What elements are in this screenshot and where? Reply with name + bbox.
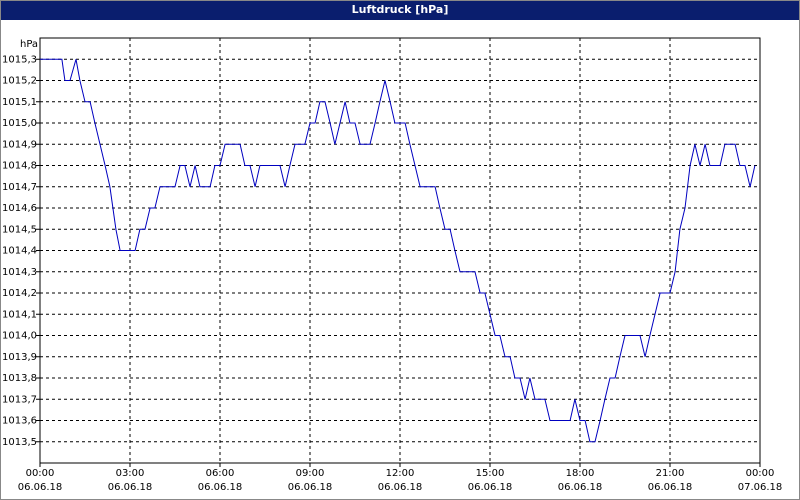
x-tick-label: 18:00 06.06.18 [557,468,603,493]
x-tick-label: 06:00 06.06.18 [197,468,243,493]
chart-title: Luftdruck [hPa] [0,0,800,20]
plot-border [39,37,761,464]
y-tick-label: 1013,6 [2,416,37,427]
x-tick-label: 21:00 06.06.18 [647,468,693,493]
y-tick-label: 1014,4 [2,246,37,257]
y-tick-label: 1013,8 [2,373,37,384]
y-tick-label: 1013,9 [2,352,37,363]
y-tick-label: 1014,5 [2,224,37,235]
x-tick-label: 00:00 06.06.18 [17,468,63,493]
y-tick-label: 1015,1 [2,97,37,108]
x-tick-label: 03:00 06.06.18 [107,468,153,493]
x-tick-label: 09:00 06.06.18 [287,468,333,493]
y-tick-label: 1014,2 [2,288,37,299]
y-tick-label: 1013,5 [2,437,37,448]
x-tick-label: 15:00 06.06.18 [467,468,513,493]
y-tick-label: 1014,9 [2,139,37,150]
y-tick-label: 1014,6 [2,203,37,214]
y-tick-label: 1015,3 [2,54,37,65]
x-tick-label: 12:00 06.06.18 [377,468,423,493]
y-tick-label: 1014,7 [2,182,37,193]
y-tick-label: 1015,2 [2,76,37,87]
y-tick-label: 1015,0 [2,118,37,129]
y-tick-label: 1014,0 [2,331,37,342]
y-tick-label: 1014,8 [2,161,37,172]
y-axis-label: hPa [20,39,38,50]
y-tick-label: 1014,1 [2,309,37,320]
line-series [40,58,756,443]
x-tick-label: 00:00 07.06.18 [737,468,783,493]
y-tick-label: 1014,3 [2,267,37,278]
y-tick-label: 1013,7 [2,394,37,405]
